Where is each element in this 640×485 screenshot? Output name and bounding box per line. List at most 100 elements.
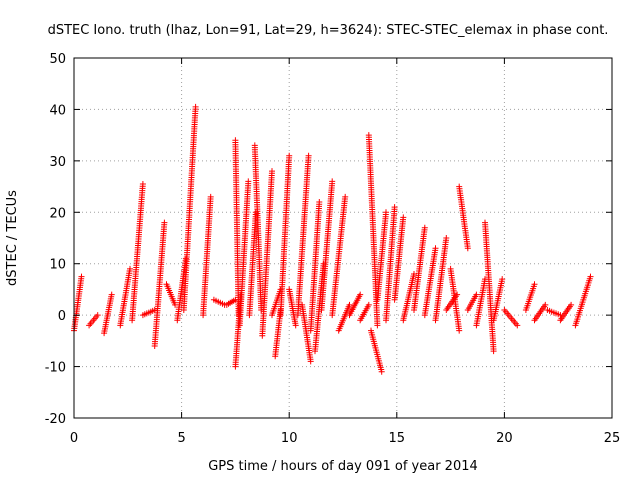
data-point-markers	[232, 137, 242, 319]
satellite-arc	[346, 291, 364, 319]
satellite-arc	[432, 235, 450, 324]
satellite-arc	[447, 265, 463, 334]
y-tick-label: 30	[49, 155, 66, 170]
satellite-arc	[163, 281, 179, 308]
satellite-arc	[456, 183, 471, 252]
x-tick-label: 10	[281, 431, 298, 446]
satellite-arc	[139, 307, 158, 319]
x-tick-label: 5	[177, 431, 185, 446]
data-point-markers	[318, 178, 336, 313]
data-point-markers	[294, 152, 312, 319]
data-point-markers	[432, 235, 450, 324]
x-tick-label: 0	[70, 431, 78, 446]
satellite-arc	[557, 301, 575, 324]
data-point-markers	[210, 296, 228, 308]
satellite-arc	[357, 301, 372, 324]
satellite-arc	[391, 214, 407, 303]
satellite-arc	[251, 142, 265, 313]
satellite-arc	[200, 193, 214, 319]
satellite-arc	[180, 103, 199, 313]
data-point-markers	[482, 219, 497, 355]
data-point-markers	[447, 265, 463, 334]
data-point-markers	[464, 291, 480, 313]
data-point-markers	[86, 312, 101, 329]
data-point-markers	[391, 214, 407, 303]
satellite-arc	[86, 312, 101, 329]
y-tick-label: -20	[45, 412, 66, 427]
satellite-arc	[299, 301, 314, 365]
satellite-arc	[232, 137, 242, 319]
data-point-markers	[411, 224, 428, 313]
data-point-markers	[368, 327, 385, 375]
satellite-arc	[368, 327, 385, 375]
data-point-markers	[200, 193, 214, 319]
series	[71, 103, 594, 375]
data-point-markers	[163, 281, 179, 308]
y-tick-label: -10	[45, 361, 66, 376]
satellite-arc	[71, 273, 85, 334]
axis-ticks: 0 5 10 15 20 25 -20 -10 0 10 20 30 40 50	[45, 52, 621, 446]
data-point-markers	[346, 291, 364, 319]
plot-frame	[73, 57, 613, 419]
satellite-arc	[236, 178, 252, 329]
data-point-markers	[129, 181, 146, 324]
satellite-arc	[374, 209, 389, 303]
x-tick-label: 25	[604, 431, 621, 446]
data-point-markers	[286, 286, 299, 329]
satellite-arc	[246, 209, 259, 319]
data-point-markers	[277, 152, 293, 319]
data-point-markers	[101, 291, 115, 337]
y-tick-label: 40	[49, 103, 66, 118]
satellite-arc	[544, 307, 564, 319]
data-point-markers	[259, 168, 275, 339]
data-point-markers	[246, 209, 259, 319]
satellite-arc	[259, 168, 275, 339]
data-point-markers	[374, 209, 389, 303]
data-point-markers	[421, 245, 439, 319]
satellite-arc	[117, 265, 133, 329]
data-point-markers	[490, 276, 506, 324]
satellite-arc	[411, 224, 428, 313]
data-point-markers	[299, 301, 314, 365]
satellite-arc	[277, 152, 293, 319]
data-point-markers	[151, 219, 168, 349]
data-point-markers	[307, 199, 323, 334]
satellite-arc	[522, 281, 538, 313]
satellite-arc	[501, 307, 521, 329]
satellite-arc	[294, 152, 312, 319]
satellite-arc	[151, 219, 168, 349]
y-tick-label: 50	[49, 52, 66, 67]
data-point-markers	[365, 132, 381, 329]
satellite-arc	[421, 245, 439, 319]
data-point-markers	[329, 193, 349, 319]
data-point-markers	[456, 183, 471, 252]
satellite-arc	[286, 286, 299, 329]
satellite-arc	[335, 301, 353, 334]
satellite-arc	[531, 301, 549, 324]
data-point-markers	[501, 307, 521, 329]
satellite-arc	[482, 219, 497, 355]
chart-title: dSTEC Iono. truth (lhaz, Lon=91, Lat=29,…	[48, 23, 609, 38]
satellite-arc	[101, 291, 115, 337]
data-point-markers	[544, 307, 564, 319]
data-point-markers	[473, 276, 488, 329]
satellite-arc	[383, 204, 398, 324]
data-point-markers	[174, 255, 189, 324]
satellite-arc	[318, 178, 336, 313]
y-axis-label: dSTEC / TECUs	[5, 190, 20, 286]
data-point-markers	[400, 271, 417, 324]
data-point-markers	[557, 301, 575, 324]
y-tick-label: 20	[49, 206, 66, 221]
satellite-arc	[473, 276, 488, 329]
satellite-arc	[365, 132, 381, 329]
satellite-arc	[210, 296, 228, 308]
data-point-markers	[383, 204, 398, 324]
x-axis-label: GPS time / hours of day 091 of year 2014	[208, 459, 478, 474]
data-point-markers	[522, 281, 538, 313]
data-point-markers	[335, 301, 353, 334]
satellite-arc	[129, 181, 146, 324]
data-series	[71, 103, 594, 375]
satellite-arc	[307, 199, 323, 334]
